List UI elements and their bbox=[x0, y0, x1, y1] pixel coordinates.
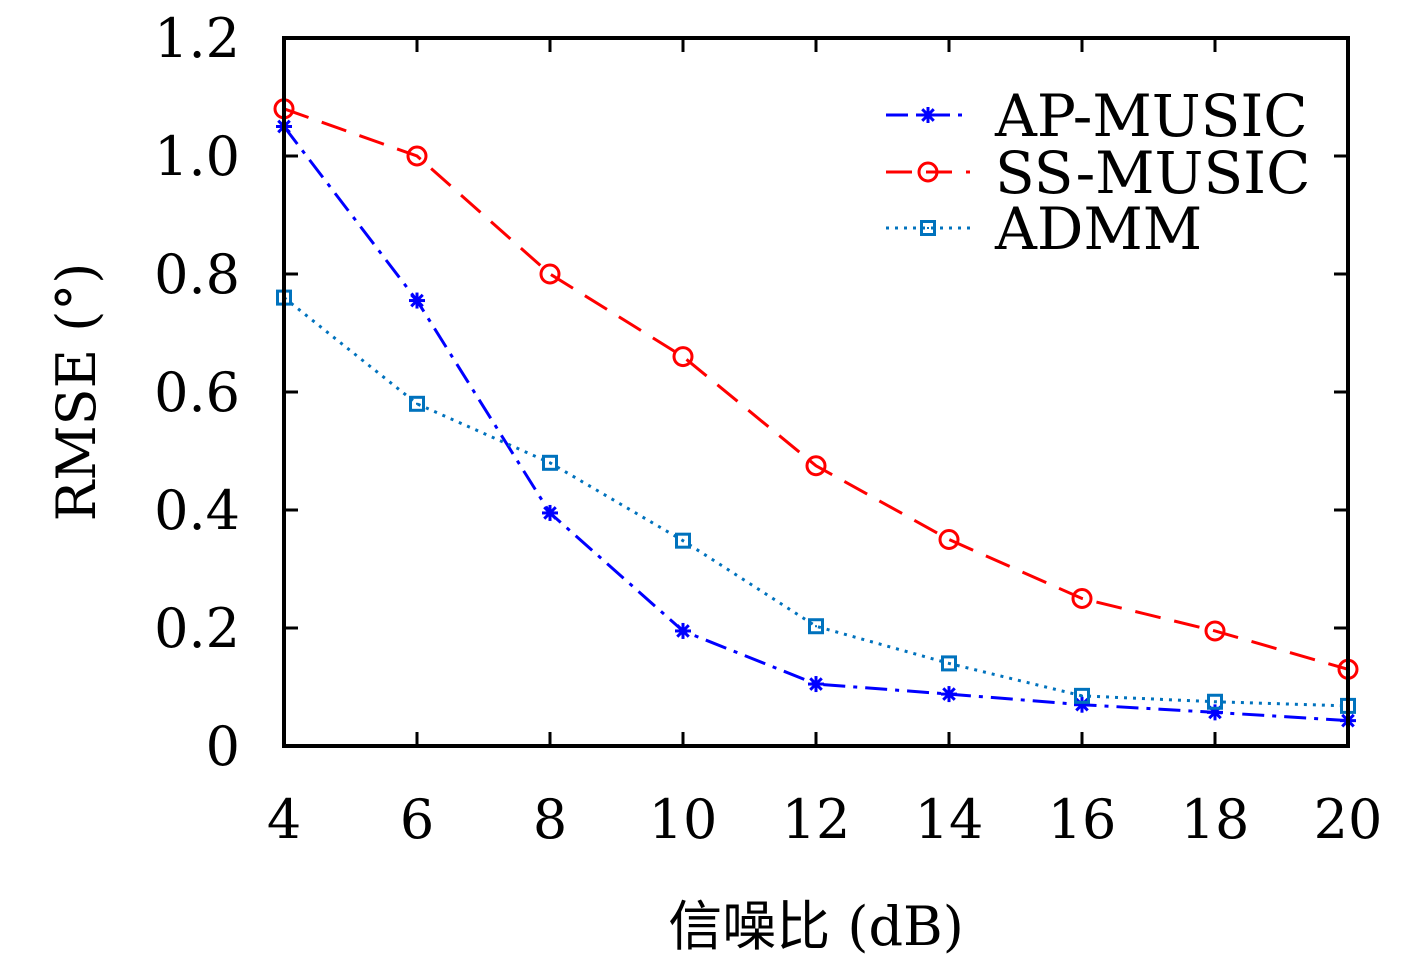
x-axis-title: 信噪比 (dB) bbox=[668, 895, 964, 958]
x-tick-label: 10 bbox=[649, 788, 718, 851]
data-point bbox=[805, 455, 827, 477]
data-point bbox=[941, 686, 957, 703]
data-point bbox=[1207, 693, 1223, 710]
x-tick-label: 16 bbox=[1048, 788, 1117, 851]
y-tick-label: 0.8 bbox=[154, 243, 240, 306]
y-tick-label: 0 bbox=[206, 715, 240, 778]
data-point bbox=[1074, 687, 1090, 704]
data-point bbox=[409, 395, 425, 412]
data-point bbox=[941, 655, 957, 672]
x-tick-label: 4 bbox=[267, 788, 301, 851]
legend-entry: ADMM bbox=[886, 195, 1202, 263]
data-point bbox=[1071, 588, 1093, 609]
data-point bbox=[675, 622, 691, 639]
series-admm bbox=[276, 289, 1356, 714]
legend-entry: SS-MUSIC bbox=[886, 139, 1310, 207]
data-point bbox=[542, 504, 558, 521]
legend-marker bbox=[920, 220, 936, 236]
data-point bbox=[675, 532, 691, 549]
series-line-admm bbox=[283, 296, 1349, 708]
legend-label: SS-MUSIC bbox=[995, 139, 1310, 207]
y-tick-label: 0.2 bbox=[154, 597, 240, 660]
ticks-layer: 4 6 8 10 12 14 16 18 20 0 0.2 0.4 0.6 0.8 1.0 1.2 bbox=[154, 7, 1382, 851]
x-tick-label: 12 bbox=[782, 788, 851, 851]
x-tick-label: 6 bbox=[400, 788, 434, 851]
y-axis-title: RMSE (°) bbox=[45, 263, 108, 522]
legend-entry: AP-MUSIC bbox=[886, 82, 1308, 150]
data-point bbox=[539, 263, 561, 285]
x-tick-label: 14 bbox=[915, 788, 984, 851]
x-tick-label: 8 bbox=[533, 788, 567, 851]
data-point bbox=[1204, 620, 1226, 642]
series-line-ap-music bbox=[282, 125, 1349, 723]
y-tick-label: 0.6 bbox=[154, 361, 240, 424]
y-tick-label: 1.2 bbox=[154, 7, 240, 70]
data-point bbox=[406, 145, 428, 167]
data-point bbox=[409, 292, 425, 309]
plot-frame bbox=[282, 36, 1350, 748]
legend-label: AP-MUSIC bbox=[994, 82, 1308, 150]
data-point bbox=[808, 676, 824, 693]
data-point bbox=[542, 454, 558, 471]
legend-marker bbox=[917, 161, 939, 183]
data-point bbox=[938, 529, 960, 550]
legend-label: ADMM bbox=[994, 195, 1202, 263]
series-line-ss-music bbox=[283, 107, 1349, 671]
x-tick-label: 20 bbox=[1314, 788, 1383, 851]
y-tick-label: 1.0 bbox=[154, 125, 240, 188]
x-tick-label: 18 bbox=[1181, 788, 1250, 851]
y-tick-label: 0.4 bbox=[154, 479, 240, 542]
data-point bbox=[672, 346, 694, 368]
legend-marker bbox=[920, 107, 936, 123]
series-layer bbox=[273, 98, 1359, 729]
data-point bbox=[808, 618, 824, 635]
